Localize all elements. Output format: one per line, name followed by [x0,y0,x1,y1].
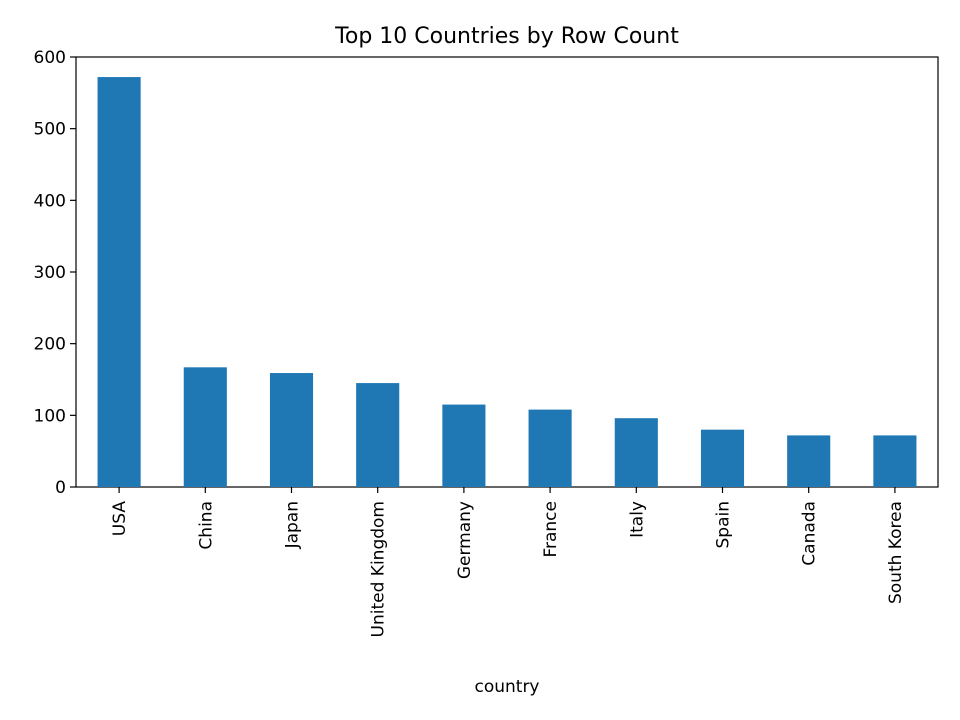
x-tick-label: USA [110,501,130,537]
x-tick-label: China [196,501,216,550]
x-tick-label: South Korea [886,501,906,604]
bar-japan [269,373,314,487]
x-axis-label: country [474,677,539,697]
bar-china [183,367,227,487]
x-axis: USA China Japan United Kingdom Germany France… [110,487,906,637]
y-tick-label: 0 [55,478,66,498]
bar-spain [700,429,745,487]
x-tick-label: Canada [800,501,820,566]
x-tick-label: Spain [714,501,734,549]
x-tick-label: Italy [627,501,647,538]
bar-united-kingdom [356,383,400,487]
y-tick-label: 300 [34,263,66,283]
x-tick-label: Germany [455,501,475,579]
y-tick-label: 600 [34,48,66,68]
y-tick-label: 100 [34,406,66,426]
x-tick-label: United Kingdom [369,501,389,637]
bar-south-korea [873,435,917,487]
bar-series [97,77,917,487]
y-tick-label: 200 [34,335,66,355]
x-tick-label: Japan [283,501,303,549]
bar-italy [614,418,658,487]
chart-title: Top 10 Countries by Row Count [334,24,679,49]
y-axis: 0 100 200 300 400 500 600 [34,48,76,498]
bar-germany [442,404,486,487]
bar-usa [97,77,141,487]
y-tick-label: 400 [34,191,66,211]
x-tick-label: France [541,501,561,558]
y-tick-label: 500 [34,120,66,140]
bar-france [528,409,572,487]
bar-canada [787,435,831,487]
